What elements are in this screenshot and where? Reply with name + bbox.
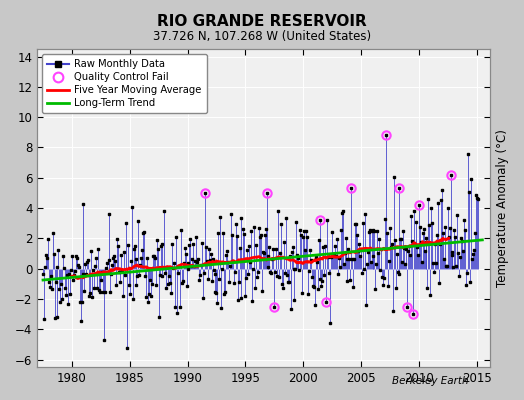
Text: RIO GRANDE RESERVOIR: RIO GRANDE RESERVOIR (157, 14, 367, 29)
Y-axis label: Temperature Anomaly (°C): Temperature Anomaly (°C) (496, 129, 509, 287)
Text: Berkeley Earth: Berkeley Earth (392, 376, 469, 386)
Text: 37.726 N, 107.268 W (United States): 37.726 N, 107.268 W (United States) (153, 30, 371, 43)
Legend: Raw Monthly Data, Quality Control Fail, Five Year Moving Average, Long-Term Tren: Raw Monthly Data, Quality Control Fail, … (42, 54, 206, 113)
